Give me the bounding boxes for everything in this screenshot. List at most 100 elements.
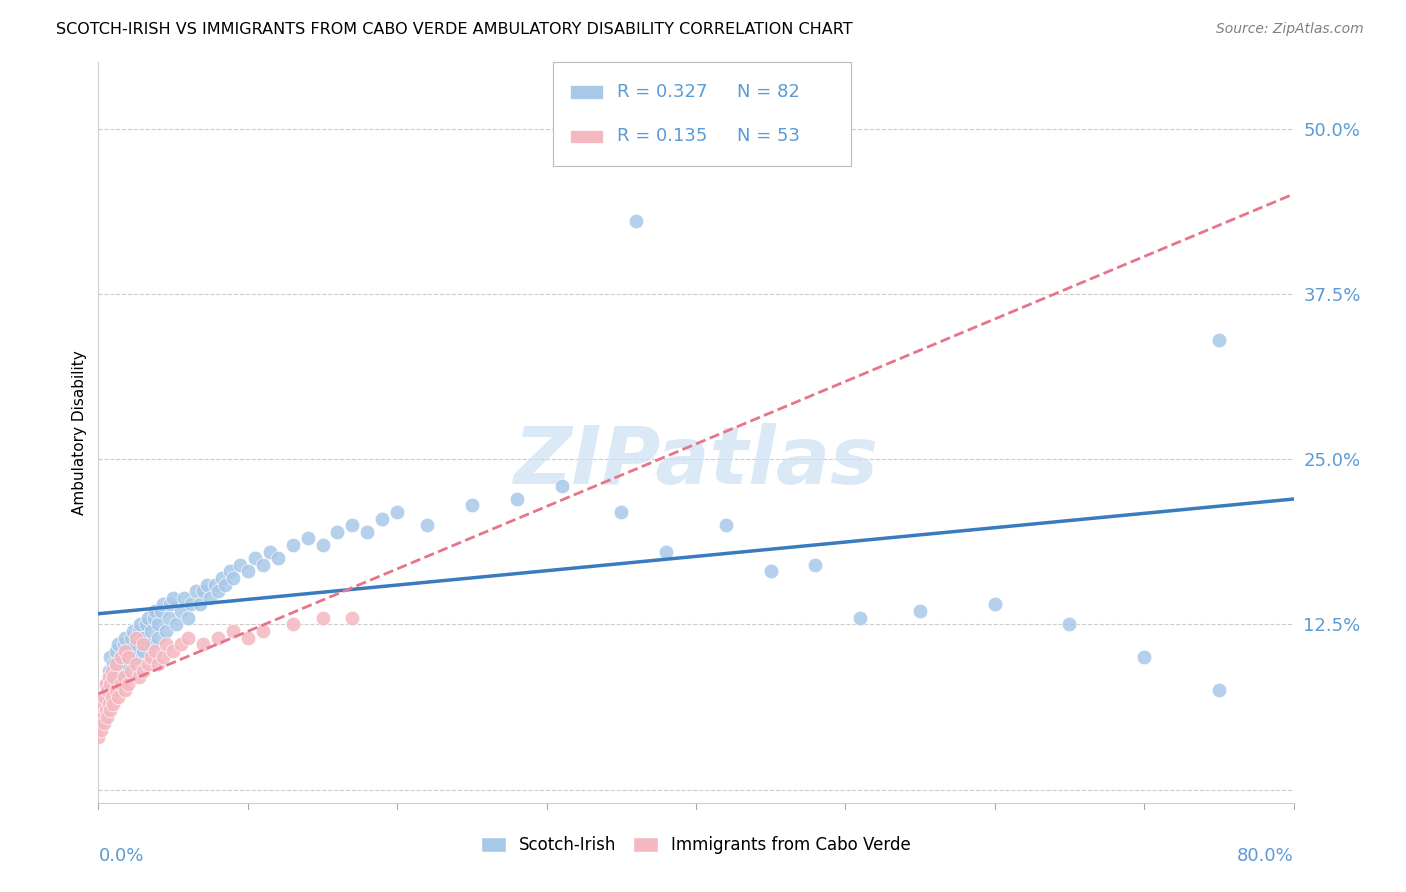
Point <box>142 611 165 625</box>
FancyBboxPatch shape <box>553 62 852 166</box>
Point <box>136 657 159 671</box>
Point <box>94 677 117 691</box>
Point <box>103 670 125 684</box>
Point <box>152 598 174 612</box>
Point <box>550 478 572 492</box>
Point <box>356 524 378 539</box>
Point <box>132 631 155 645</box>
Point <box>139 637 162 651</box>
Point <box>252 624 274 638</box>
Point <box>416 518 439 533</box>
Point <box>110 664 132 678</box>
Point <box>165 617 187 632</box>
Point <box>148 617 170 632</box>
Point <box>177 631 200 645</box>
Point <box>117 644 139 658</box>
Point <box>105 657 128 671</box>
Point <box>461 499 484 513</box>
Point <box>267 551 290 566</box>
Point <box>110 650 132 665</box>
Point <box>281 617 304 632</box>
Point <box>159 598 181 612</box>
Point <box>96 710 118 724</box>
Point <box>173 591 195 605</box>
Point <box>125 637 148 651</box>
Point <box>136 611 159 625</box>
Point <box>311 538 333 552</box>
Point <box>125 631 148 645</box>
Text: N = 82: N = 82 <box>737 83 800 101</box>
Point <box>188 598 211 612</box>
Point <box>155 637 177 651</box>
Point <box>93 690 115 704</box>
Point <box>908 604 931 618</box>
Point <box>180 598 202 612</box>
Point <box>128 670 150 684</box>
Point <box>281 538 304 552</box>
Point <box>103 657 125 671</box>
Point <box>132 664 155 678</box>
Point <box>252 558 274 572</box>
Point <box>371 511 394 525</box>
Point <box>94 703 117 717</box>
Point <box>135 617 157 632</box>
Point <box>191 584 214 599</box>
Point <box>105 683 128 698</box>
Point <box>132 644 155 658</box>
Point <box>117 657 139 671</box>
Point <box>120 664 142 678</box>
Point <box>259 544 281 558</box>
Point <box>211 571 233 585</box>
Point <box>1208 683 1230 698</box>
Point <box>162 644 184 658</box>
Y-axis label: Ambulatory Disability: Ambulatory Disability <box>72 351 87 515</box>
Point <box>150 604 173 618</box>
Point <box>93 716 115 731</box>
Point <box>112 637 135 651</box>
Point <box>120 631 142 645</box>
Point <box>849 611 872 625</box>
Point <box>117 650 139 665</box>
Point <box>200 591 222 605</box>
Point <box>121 624 143 638</box>
Point <box>342 518 364 533</box>
Point <box>169 604 191 618</box>
Point <box>152 650 174 665</box>
Point <box>222 571 245 585</box>
Point <box>139 650 162 665</box>
Point <box>117 677 139 691</box>
Point <box>94 677 117 691</box>
Text: R = 0.327: R = 0.327 <box>617 83 707 101</box>
Point <box>184 584 207 599</box>
Point <box>1208 333 1230 347</box>
Point <box>148 631 170 645</box>
Point <box>759 565 782 579</box>
Point <box>91 697 114 711</box>
Point <box>1059 617 1081 632</box>
Point <box>157 611 180 625</box>
Point <box>162 591 184 605</box>
Point <box>714 518 737 533</box>
Text: Source: ZipAtlas.com: Source: ZipAtlas.com <box>1216 22 1364 37</box>
Point <box>207 631 229 645</box>
Text: N = 53: N = 53 <box>737 128 800 145</box>
Point <box>326 524 349 539</box>
Point <box>97 670 120 684</box>
Point <box>125 657 148 671</box>
Bar <box>571 86 603 99</box>
Point <box>107 690 129 704</box>
Point <box>128 624 150 638</box>
Point <box>197 577 219 591</box>
Text: 0.0%: 0.0% <box>98 847 143 865</box>
Point <box>90 723 112 737</box>
Point <box>132 637 155 651</box>
Text: R = 0.135: R = 0.135 <box>617 128 707 145</box>
Point <box>101 664 124 678</box>
Point <box>143 644 166 658</box>
Point <box>107 637 129 651</box>
Point <box>236 631 259 645</box>
Point <box>112 670 135 684</box>
Point <box>87 730 110 744</box>
Point <box>506 491 529 506</box>
Point <box>110 677 132 691</box>
